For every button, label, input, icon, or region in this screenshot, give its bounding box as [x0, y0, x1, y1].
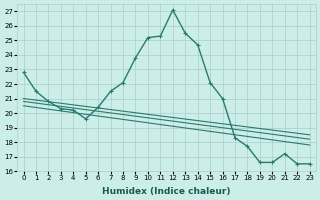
- X-axis label: Humidex (Indice chaleur): Humidex (Indice chaleur): [102, 187, 231, 196]
